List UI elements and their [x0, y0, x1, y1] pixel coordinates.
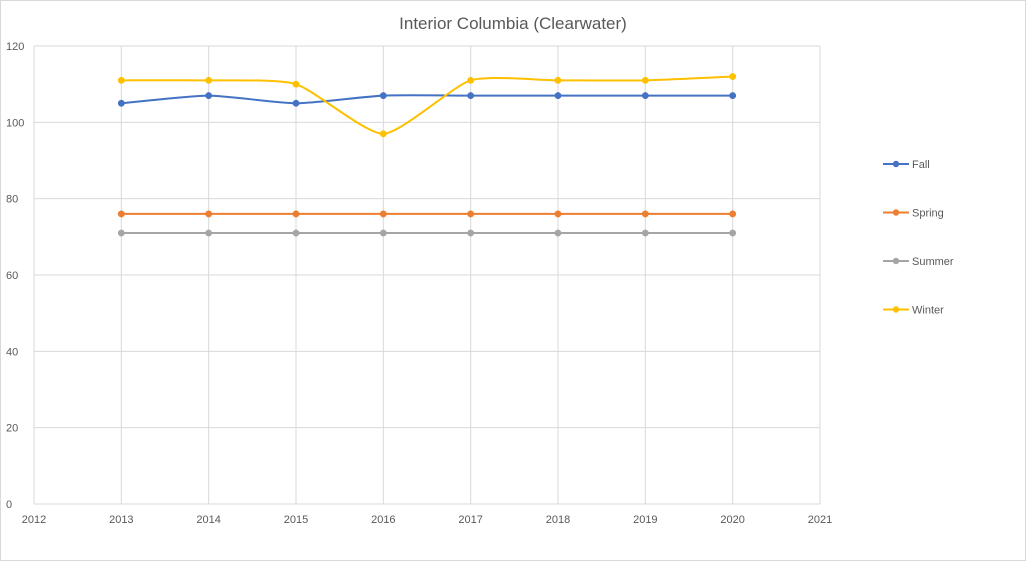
- data-point-spring-2014[interactable]: [205, 210, 213, 218]
- legend: Fall Spring Summer Winter: [883, 159, 954, 317]
- data-point-winter-2018[interactable]: [554, 76, 562, 84]
- x-tick-label-2017: 2017: [458, 514, 482, 526]
- legend-swatch-marker-winter: [892, 306, 900, 313]
- data-point-fall-2013[interactable]: [117, 99, 125, 107]
- data-point-summer-2013[interactable]: [117, 229, 125, 237]
- x-tick-label-2020: 2020: [720, 514, 744, 526]
- data-point-winter-2013[interactable]: [117, 76, 125, 84]
- series-winter: [117, 73, 737, 138]
- gridlines: [33, 45, 821, 505]
- chart-title: Interior Columbia (Clearwater): [399, 14, 627, 33]
- y-tick-label-20: 20: [6, 423, 18, 435]
- y-tick-label-40: 40: [6, 346, 18, 358]
- legend-label-spring: Spring: [912, 208, 944, 220]
- legend-item-fall[interactable]: Fall: [883, 159, 930, 171]
- data-point-winter-2017[interactable]: [467, 76, 475, 84]
- data-point-summer-2018[interactable]: [554, 229, 562, 237]
- series-line-winter: [120, 75, 734, 135]
- data-point-winter-2016[interactable]: [379, 130, 387, 138]
- data-point-fall-2015[interactable]: [292, 99, 300, 107]
- x-tick-label-2019: 2019: [633, 514, 657, 526]
- data-point-summer-2015[interactable]: [292, 229, 300, 237]
- data-point-fall-2020[interactable]: [729, 92, 737, 100]
- data-point-winter-2014[interactable]: [205, 76, 213, 84]
- y-tick-label-80: 80: [6, 194, 18, 206]
- data-point-fall-2019[interactable]: [641, 92, 649, 100]
- data-point-spring-2020[interactable]: [729, 210, 737, 218]
- data-point-spring-2017[interactable]: [467, 210, 475, 218]
- data-point-spring-2018[interactable]: [554, 210, 562, 218]
- data-point-fall-2017[interactable]: [467, 92, 475, 100]
- data-point-summer-2019[interactable]: [641, 229, 649, 237]
- data-point-summer-2016[interactable]: [379, 229, 387, 237]
- x-tick-label-2018: 2018: [546, 514, 570, 526]
- data-point-spring-2019[interactable]: [641, 210, 649, 218]
- legend-swatch-marker-fall: [892, 160, 900, 168]
- series-lines: [117, 73, 737, 237]
- y-tick-label-120: 120: [6, 41, 24, 53]
- y-tick-label-100: 100: [6, 117, 24, 129]
- data-point-spring-2016[interactable]: [379, 210, 387, 218]
- legend-label-fall: Fall: [912, 159, 930, 171]
- y-tick-label-60: 60: [6, 270, 18, 282]
- data-point-winter-2015[interactable]: [292, 80, 300, 88]
- data-point-winter-2019[interactable]: [641, 76, 649, 84]
- legend-item-spring[interactable]: Spring: [883, 208, 944, 220]
- legend-swatch-marker-summer: [892, 257, 900, 265]
- x-tick-label-2013: 2013: [109, 514, 133, 526]
- series-summer: [117, 229, 737, 237]
- legend-item-summer[interactable]: Summer: [883, 256, 954, 268]
- series-spring: [117, 210, 737, 218]
- x-tick-label-2015: 2015: [284, 514, 308, 526]
- series-line-fall: [120, 94, 734, 105]
- y-tick-label-0: 0: [6, 499, 12, 511]
- data-point-spring-2015[interactable]: [292, 210, 300, 218]
- data-point-fall-2016[interactable]: [379, 92, 387, 100]
- x-tick-label-2016: 2016: [371, 514, 395, 526]
- x-tick-label-2014: 2014: [196, 514, 220, 526]
- x-tick-label-2021: 2021: [808, 514, 832, 526]
- data-point-summer-2014[interactable]: [205, 229, 213, 237]
- legend-label-summer: Summer: [912, 256, 954, 268]
- data-point-summer-2020[interactable]: [729, 229, 737, 237]
- axes: 0 20 40 60 80 100 120 2012 2013 2014 2015 2016 2017 2…: [6, 41, 832, 526]
- legend-item-winter[interactable]: Winter: [883, 305, 944, 317]
- legend-swatch-marker-spring: [892, 209, 900, 216]
- legend-label-winter: Winter: [912, 305, 944, 317]
- data-point-fall-2014[interactable]: [205, 92, 213, 100]
- series-fall: [117, 92, 737, 107]
- data-point-spring-2013[interactable]: [117, 210, 125, 218]
- data-point-fall-2018[interactable]: [554, 92, 562, 100]
- data-point-winter-2020[interactable]: [729, 73, 737, 80]
- x-tick-label-2012: 2012: [22, 514, 46, 526]
- data-point-summer-2017[interactable]: [467, 229, 475, 237]
